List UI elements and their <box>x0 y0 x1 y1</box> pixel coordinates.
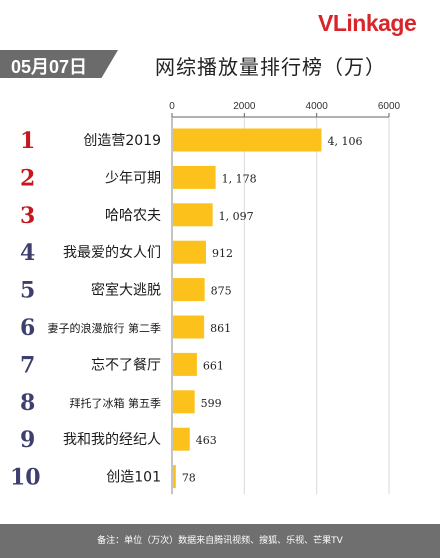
bar <box>173 465 176 489</box>
chart-title: 网综播放量排行榜（万） <box>155 55 386 79</box>
category-label: 我和我的经纪人 <box>63 432 161 448</box>
value-label: 1, 178 <box>222 172 257 185</box>
bar <box>173 427 190 451</box>
category-label: 创造营2019 <box>83 133 161 149</box>
bar <box>173 128 322 152</box>
tick-label: 0 <box>169 101 175 112</box>
bar <box>173 315 205 339</box>
category-label: 忘不了餐厅 <box>91 357 161 373</box>
logo-l: L <box>332 10 347 36</box>
rank-number: 2 <box>20 165 35 191</box>
rank-number: 8 <box>20 390 35 416</box>
category-label: 妻子的浪漫旅行 第二季 <box>48 321 162 335</box>
rank-number: 6 <box>20 315 35 341</box>
rank-number: 1 <box>20 128 35 154</box>
value-label: 463 <box>196 434 217 447</box>
bar <box>173 278 205 302</box>
bar <box>173 390 195 414</box>
value-label: 875 <box>211 285 232 298</box>
tick-label: 4000 <box>306 101 329 112</box>
tick-label: 6000 <box>378 101 401 112</box>
value-label: 4, 106 <box>328 135 363 148</box>
logo-rest: inkage <box>346 10 417 36</box>
rank-number: 5 <box>20 278 35 304</box>
value-label: 661 <box>203 359 224 372</box>
category-label: 我最爱的女人们 <box>63 244 161 261</box>
logo-v: V <box>318 10 333 36</box>
category-label: 拜托了冰箱 第五季 <box>70 396 162 410</box>
date-label: 05月07日 <box>11 57 88 77</box>
category-label: 哈哈农夫 <box>105 208 161 224</box>
category-label: 创造101 <box>106 470 161 486</box>
bar-chart: 0 2000 4000 6000 1 创造营2019 4, 106 2 少年可期 1, 178 3 哈… <box>10 101 401 495</box>
footer-note: 备注：单位（万次）数据来自腾讯视频、搜狐、乐视、芒果TV <box>0 524 440 558</box>
value-label: 861 <box>210 322 231 335</box>
value-label: 599 <box>201 397 222 410</box>
bar <box>173 203 213 227</box>
value-label: 78 <box>182 472 196 485</box>
value-label: 1, 097 <box>219 210 254 223</box>
rank-number: 3 <box>20 203 35 229</box>
rank-number: 10 <box>10 465 41 491</box>
rank-number: 9 <box>20 427 35 453</box>
category-label: 密室大逃脱 <box>91 282 161 299</box>
rank-number: 7 <box>20 352 35 378</box>
bar <box>173 240 206 264</box>
value-label: 912 <box>212 247 233 260</box>
date-tag: 05月07日 <box>0 50 118 78</box>
tick-label: 2000 <box>233 101 256 112</box>
vlinkage-logo: VLinkage <box>318 10 417 37</box>
bar <box>173 165 216 189</box>
category-label: 少年可期 <box>105 170 161 186</box>
bar <box>173 352 197 376</box>
rank-number: 4 <box>20 240 35 266</box>
